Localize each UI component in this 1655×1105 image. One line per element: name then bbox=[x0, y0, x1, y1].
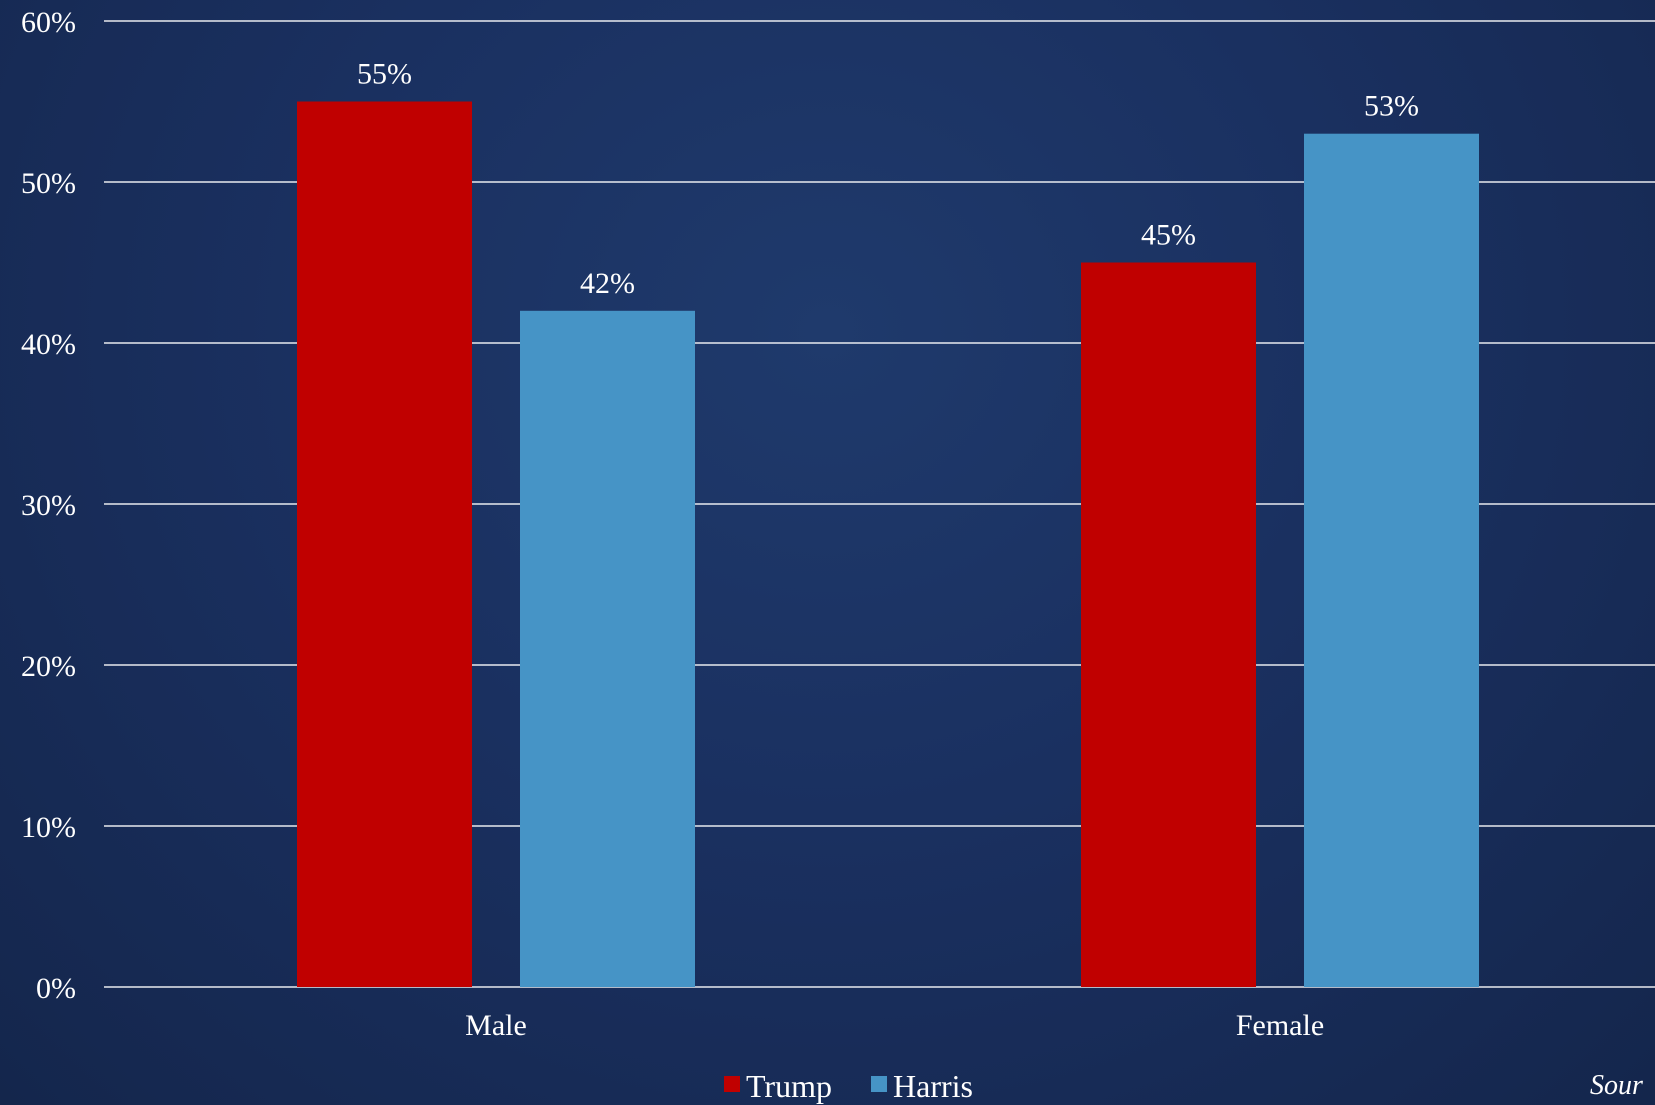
data-label-harris-female: 53% bbox=[1364, 90, 1419, 123]
x-category-label: Male bbox=[465, 1009, 527, 1042]
y-tick-label: 60% bbox=[21, 6, 76, 39]
bar-harris-female bbox=[1304, 133, 1479, 987]
legend-label-harris: Harris bbox=[893, 1068, 973, 1104]
bar-harris-male bbox=[520, 310, 695, 987]
source-note: Sour bbox=[1590, 1070, 1643, 1101]
data-label-trump-male: 55% bbox=[357, 58, 412, 91]
legend: Trump Harris bbox=[724, 1068, 973, 1104]
legend-swatch-harris bbox=[871, 1076, 887, 1092]
bar-trump-female bbox=[1081, 262, 1256, 987]
y-axis-tick-labels: 0% 10% 20% 30% 40% 50% 60% bbox=[21, 6, 76, 1005]
data-labels: 55% 45% 42% 53% bbox=[357, 58, 1419, 300]
y-tick-label: 0% bbox=[36, 972, 76, 1005]
x-category-label: Female bbox=[1236, 1009, 1324, 1042]
y-tick-label: 20% bbox=[21, 650, 76, 683]
bars bbox=[297, 101, 1479, 987]
legend-swatch-trump bbox=[724, 1076, 740, 1092]
y-tick-label: 30% bbox=[21, 489, 76, 522]
bar-trump-male bbox=[297, 101, 472, 987]
x-axis-category-labels: Male Female bbox=[465, 1009, 1324, 1042]
y-tick-label: 50% bbox=[21, 167, 76, 200]
data-label-trump-female: 45% bbox=[1141, 219, 1196, 252]
y-tick-label: 40% bbox=[21, 328, 76, 361]
legend-label-trump: Trump bbox=[746, 1068, 832, 1104]
y-tick-label: 10% bbox=[21, 811, 76, 844]
data-label-harris-male: 42% bbox=[580, 267, 635, 300]
